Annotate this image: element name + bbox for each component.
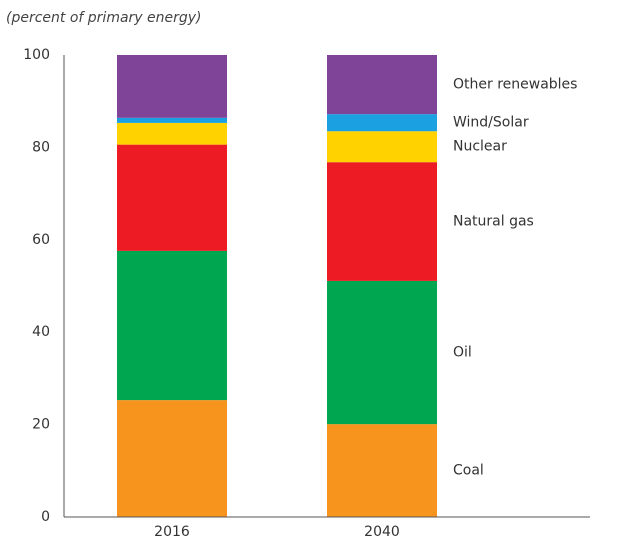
bar-segment (117, 122, 227, 145)
y-tick-label: 0 (41, 509, 50, 525)
bar-segment (327, 280, 437, 425)
y-tick-label: 20 (32, 417, 50, 433)
series-label: Natural gas (453, 214, 534, 230)
y-tick-label: 40 (32, 324, 50, 340)
x-tick-label: 2040 (364, 524, 400, 540)
bar-segment (327, 162, 437, 281)
series-label: Coal (453, 463, 484, 479)
bar-segment (327, 131, 437, 163)
series-label: Nuclear (453, 139, 507, 155)
y-tick-label: 80 (32, 139, 50, 155)
bar-segment (117, 144, 227, 251)
chart-subtitle: (percent of primary energy) (6, 10, 202, 26)
bar-segment (117, 117, 227, 123)
series-label: Other renewables (453, 77, 577, 93)
bar-segment (117, 400, 227, 517)
bar-segment (327, 114, 437, 132)
bar-segment (117, 55, 227, 118)
series-label: Oil (453, 345, 472, 361)
y-tick-label: 100 (23, 47, 50, 63)
bar-segment (327, 424, 437, 517)
series-label: Wind/Solar (453, 115, 529, 131)
bar-segment (327, 55, 437, 115)
bar-segment (117, 250, 227, 401)
x-tick-label: 2016 (154, 524, 190, 540)
y-tick-label: 60 (32, 232, 50, 248)
